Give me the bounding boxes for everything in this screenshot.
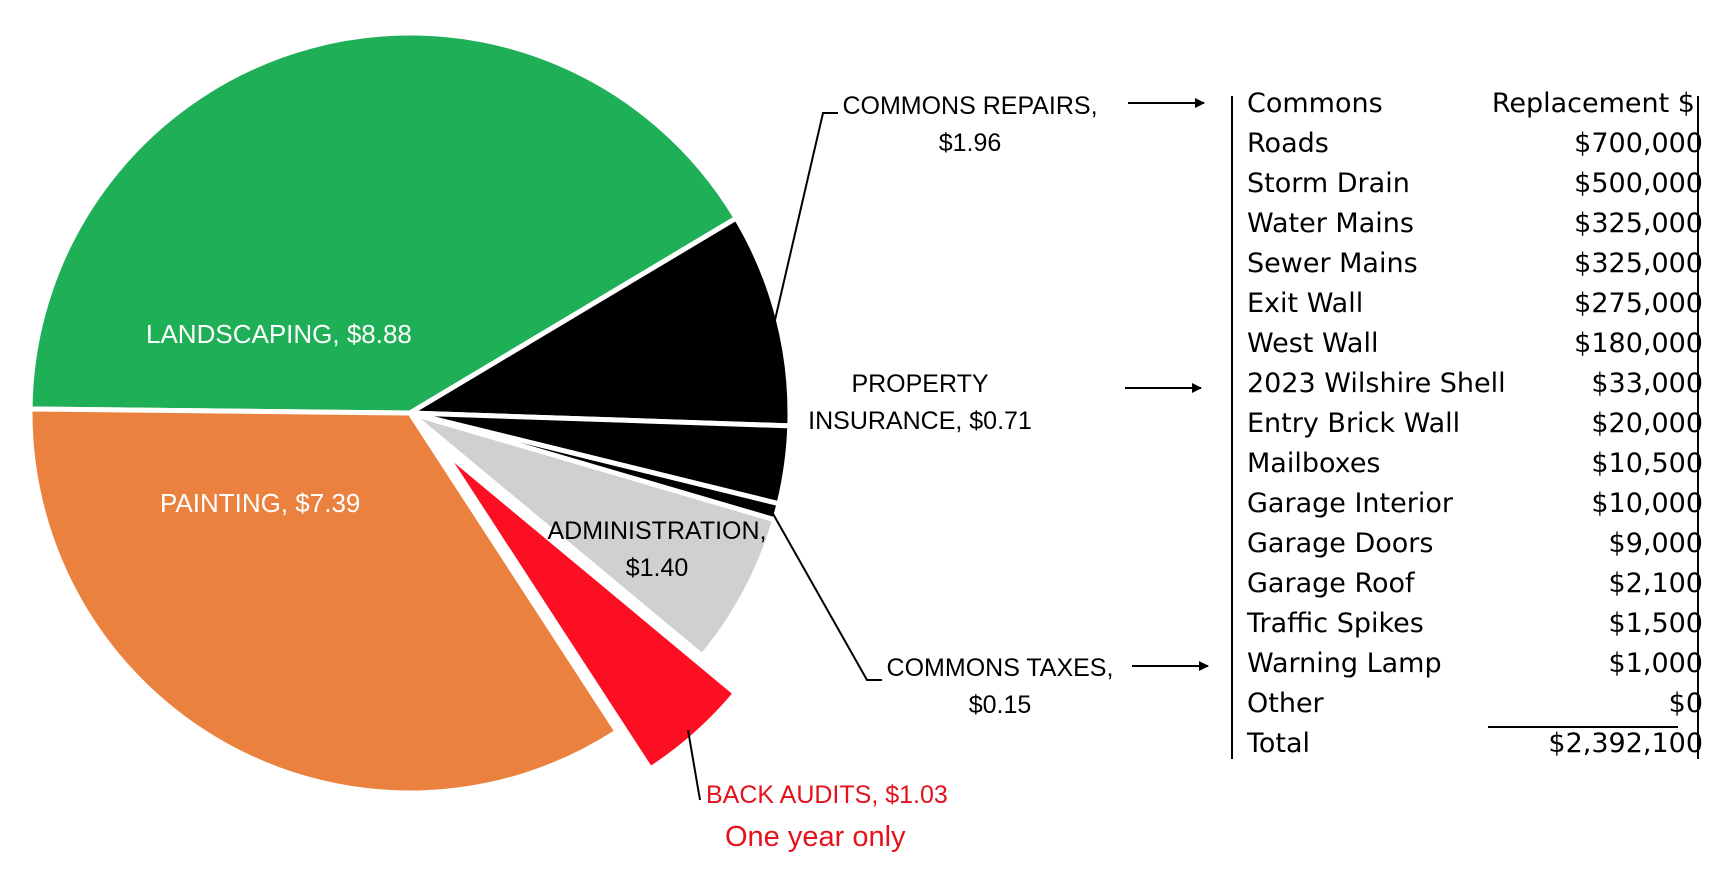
table-row: Garage Doors $9,000 <box>1233 524 1703 564</box>
table-cell-name: 2023 Wilshire Shell <box>1247 368 1506 399</box>
table-row: West Wall $180,000 <box>1233 324 1703 364</box>
table-row: Sewer Mains $325,000 <box>1233 244 1703 284</box>
property-insurance-label-line1: PROPERTY <box>851 370 989 398</box>
table-cell-value: $2,100 <box>1608 568 1703 599</box>
table-cell-name: Sewer Mains <box>1247 248 1418 279</box>
table-cell-name: Storm Drain <box>1247 168 1410 199</box>
table-cell-name: West Wall <box>1247 328 1379 359</box>
total-rule <box>1488 726 1678 728</box>
table-row: 2023 Wilshire Shell $33,000 <box>1233 364 1703 404</box>
table-arrows <box>1125 98 1209 671</box>
total-value: $2,392,100 <box>1548 728 1703 759</box>
table-row: Roads $700,000 <box>1233 124 1703 164</box>
commons-taxes-leader-line <box>771 511 882 681</box>
table-header: Commons Replacement $ <box>1233 84 1703 124</box>
pie-slice-administration <box>407 410 778 659</box>
table-cell-name: Roads <box>1247 128 1329 159</box>
back-audits-note: One year only <box>725 818 906 856</box>
administration-label: ADMINISTRATION, $1.40 <box>540 513 774 587</box>
table-cell-name: Mailboxes <box>1247 448 1381 479</box>
table-cell-value: $700,000 <box>1574 128 1703 159</box>
table-row: Water Mains $325,000 <box>1233 204 1703 244</box>
table-cell-name: Exit Wall <box>1247 288 1364 319</box>
back-audits-leader-line <box>687 729 701 801</box>
table-row: Traffic Spikes $1,500 <box>1233 604 1703 644</box>
table-cell-value: $10,500 <box>1591 448 1703 479</box>
table-cell-name: Garage Doors <box>1247 528 1434 559</box>
table-cell-name: Garage Roof <box>1247 568 1415 599</box>
table-cell-value: $500,000 <box>1574 168 1703 199</box>
commons-replacement-table: Commons Replacement $ Roads $700,000 Storm… <box>1233 84 1703 764</box>
pie-slice-painting <box>27 406 620 796</box>
property-insurance-label: PROPERTY INSURANCE, $0.71 <box>800 366 1040 440</box>
commons-repairs-leader-line <box>774 112 838 321</box>
total-label: Total <box>1247 728 1311 759</box>
table-body: Roads $700,000 Storm Drain $500,000 Water Ma… <box>1233 124 1703 724</box>
administration-label-line1: ADMINISTRATION, <box>547 517 767 545</box>
table-row: Garage Interior $10,000 <box>1233 484 1703 524</box>
table-cell-value: $33,000 <box>1591 368 1703 399</box>
table-cell-value: $275,000 <box>1574 288 1703 319</box>
table-row: Entry Brick Wall $20,000 <box>1233 404 1703 444</box>
table-cell-value: $10,000 <box>1591 488 1703 519</box>
column-header-replacement: Replacement $ <box>1491 88 1695 119</box>
table-row: Mailboxes $10,500 <box>1233 444 1703 484</box>
pie-slice-landscaping <box>27 30 739 416</box>
commons-repairs-label: COMMONS REPAIRS, $1.96 <box>840 88 1100 162</box>
table-cell-value: $325,000 <box>1574 208 1703 239</box>
landscaping-label-text: LANDSCAPING, $8.88 <box>146 319 412 349</box>
leader-lines <box>687 112 882 801</box>
table-cell-name: Warning Lamp <box>1247 648 1442 679</box>
pie-slices <box>27 30 793 796</box>
table-cell-value: $20,000 <box>1591 408 1703 439</box>
back-audits-label-text: BACK AUDITS, $1.03 <box>706 781 948 809</box>
commons-taxes-label-line2: $0.15 <box>968 691 1032 719</box>
table-row: Exit Wall $275,000 <box>1233 284 1703 324</box>
table-cell-name: Other <box>1247 688 1324 719</box>
commons-taxes-label: COMMONS TAXES, $0.15 <box>878 650 1122 724</box>
column-header-commons: Commons <box>1247 88 1383 119</box>
table-total-row: Total $2,392,100 <box>1233 724 1703 764</box>
back-audits-note-text: One year only <box>725 821 906 853</box>
table-cell-value: $180,000 <box>1574 328 1703 359</box>
painting-label-text: PAINTING, $7.39 <box>160 488 361 518</box>
table-cell-value: $1,500 <box>1608 608 1703 639</box>
table-left-border <box>1231 96 1233 759</box>
table-cell-value: $9,000 <box>1608 528 1703 559</box>
table-cell-value: $1,000 <box>1608 648 1703 679</box>
table-cell-name: Garage Interior <box>1247 488 1453 519</box>
commons-repairs-label-line2: $1.96 <box>938 129 1002 157</box>
pie-slice-back-audits <box>440 447 738 772</box>
table-cell-value: $0 <box>1668 688 1703 719</box>
table-row: Warning Lamp $1,000 <box>1233 644 1703 684</box>
table-cell-name: Traffic Spikes <box>1247 608 1424 639</box>
pie-slice-commons-repairs <box>407 215 793 429</box>
table-row: Storm Drain $500,000 <box>1233 164 1703 204</box>
commons-taxes-label-line1: COMMONS TAXES, <box>886 654 1114 682</box>
property-insurance-label-line2: INSURANCE, $0.71 <box>808 407 1032 435</box>
table-row: Other $0 <box>1233 684 1703 724</box>
table-cell-name: Entry Brick Wall <box>1247 408 1461 439</box>
table-cell-name: Water Mains <box>1247 208 1414 239</box>
table-right-border <box>1697 96 1699 759</box>
commons-repairs-label-line1: COMMONS REPAIRS, <box>842 92 1098 120</box>
administration-label-line2: $1.40 <box>625 554 689 582</box>
painting-label: PAINTING, $7.39 <box>160 485 360 522</box>
back-audits-label: BACK AUDITS, $1.03 <box>706 777 948 814</box>
table-row: Garage Roof $2,100 <box>1233 564 1703 604</box>
table-cell-value: $325,000 <box>1574 248 1703 279</box>
landscaping-label: LANDSCAPING, $8.88 <box>146 316 412 353</box>
